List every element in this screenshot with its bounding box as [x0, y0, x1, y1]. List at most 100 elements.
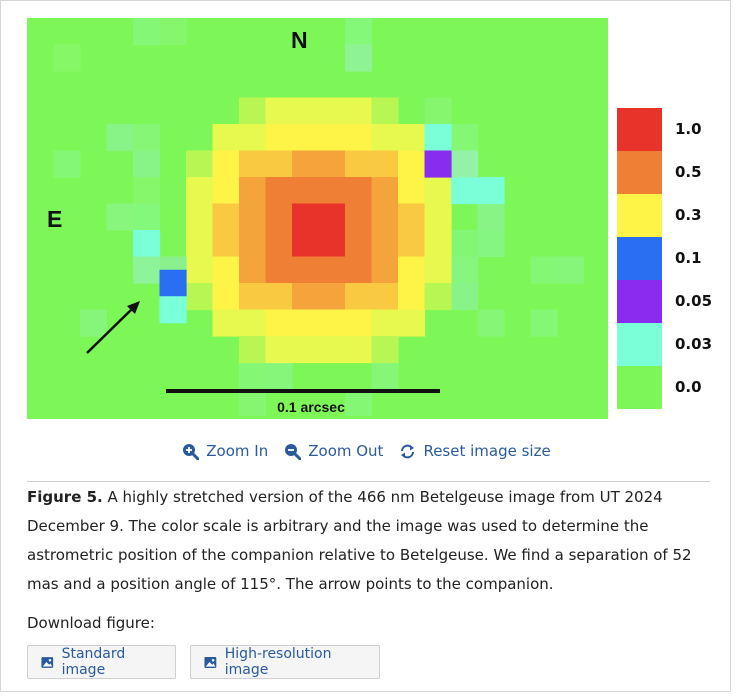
- east-label: E: [47, 206, 63, 232]
- zoom-in-button[interactable]: Zoom In: [182, 442, 268, 460]
- star-pixel: [292, 309, 320, 337]
- star-pixel: [186, 230, 214, 258]
- star-pixel: [318, 336, 346, 364]
- star-pixel: [239, 177, 267, 205]
- noise-pixel: [451, 256, 479, 284]
- noise-pixel: [345, 389, 373, 417]
- star-pixel: [345, 336, 373, 364]
- noise-pixel: [133, 18, 161, 46]
- star-pixel: [424, 283, 452, 311]
- color-scale-label: 1.0: [675, 120, 702, 138]
- color-scale-label: 0.1: [675, 249, 702, 267]
- noise-pixel: [133, 150, 161, 178]
- star-pixel: [318, 256, 346, 284]
- figure-label: Figure 5.: [27, 488, 103, 506]
- star-pixel: [212, 256, 240, 284]
- purple-pixel: [424, 150, 452, 178]
- noise-pixel: [106, 124, 134, 152]
- star-pixel: [292, 177, 320, 205]
- star-pixel: [186, 203, 214, 231]
- noise-pixel: [371, 362, 399, 390]
- star-pixel: [318, 177, 346, 205]
- star-pixel: [239, 230, 267, 258]
- star-pixel: [186, 256, 214, 284]
- star-pixel: [398, 177, 426, 205]
- star-pixel: [292, 203, 320, 231]
- noise-pixel: [530, 256, 558, 284]
- star-pixel: [345, 177, 373, 205]
- star-pixel: [398, 283, 426, 311]
- noise-pixel: [239, 362, 267, 390]
- star-pixel: [212, 230, 240, 258]
- star-pixel: [265, 124, 293, 152]
- star-pixel: [239, 97, 267, 125]
- star-pixel: [398, 150, 426, 178]
- reset-image-size-label: Reset image size: [423, 442, 551, 460]
- star-pixel: [292, 283, 320, 311]
- noise-pixel: [424, 97, 452, 125]
- noise-pixel: [451, 124, 479, 152]
- star-pixel: [265, 309, 293, 337]
- noise-pixel: [345, 18, 373, 46]
- zoom-out-button[interactable]: Zoom Out: [284, 442, 383, 460]
- star-pixel: [318, 97, 346, 125]
- zoom-in-label: Zoom In: [206, 442, 269, 460]
- star-pixel: [318, 309, 346, 337]
- image-icon: [41, 656, 54, 668]
- star-pixel: [265, 230, 293, 258]
- noise-pixel: [477, 203, 505, 231]
- color-scale-step: [617, 194, 662, 237]
- star-pixel: [371, 124, 399, 152]
- halo-pixel: [133, 230, 161, 258]
- high-resolution-image-button[interactable]: High-resolution image: [190, 645, 380, 679]
- star-pixel: [371, 97, 399, 125]
- star-pixel: [292, 124, 320, 152]
- star-pixel: [292, 150, 320, 178]
- noise-pixel: [133, 177, 161, 205]
- star-pixel: [398, 230, 426, 258]
- star-pixel: [239, 283, 267, 311]
- star-pixel: [318, 283, 346, 311]
- zoom-out-label: Zoom Out: [308, 442, 384, 460]
- star-pixel: [371, 309, 399, 337]
- star-pixel: [345, 124, 373, 152]
- star-pixel: [265, 256, 293, 284]
- star-pixel: [371, 230, 399, 258]
- color-scale-step: [617, 237, 662, 280]
- star-pixel: [239, 336, 267, 364]
- download-figure-label: Download figure:: [27, 614, 155, 632]
- noise-pixel: [451, 283, 479, 311]
- star-pixel: [318, 150, 346, 178]
- star-pixel: [239, 203, 267, 231]
- noise-pixel: [530, 309, 558, 337]
- zoom-out-icon: [285, 443, 302, 460]
- star-pixel: [424, 177, 452, 205]
- star-pixel: [239, 150, 267, 178]
- north-label: N: [291, 27, 308, 53]
- star-pixel: [371, 336, 399, 364]
- star-pixel: [398, 124, 426, 152]
- star-pixel: [212, 150, 240, 178]
- star-pixel: [186, 177, 214, 205]
- color-scale-label: 0.05: [675, 292, 713, 310]
- noise-pixel: [451, 230, 479, 258]
- star-pixel: [212, 309, 240, 337]
- color-scale-bar: [617, 108, 662, 409]
- star-pixel: [371, 150, 399, 178]
- halo-pixel: [133, 256, 161, 284]
- noise-pixel: [53, 150, 81, 178]
- star-pixel: [239, 124, 267, 152]
- arrow-head: [127, 301, 140, 314]
- noise-pixel: [265, 362, 293, 390]
- reset-image-size-button[interactable]: Reset image size: [399, 442, 551, 460]
- companion-halo-pixel: [159, 296, 187, 324]
- halo-pixel: [451, 177, 479, 205]
- refresh-icon: [401, 444, 415, 458]
- star-pixel: [212, 177, 240, 205]
- star-pixel: [424, 203, 452, 231]
- standard-image-button[interactable]: Standard image: [27, 645, 176, 679]
- star-pixel: [424, 230, 452, 258]
- halo-pixel: [477, 177, 505, 205]
- star-pixel: [318, 230, 346, 258]
